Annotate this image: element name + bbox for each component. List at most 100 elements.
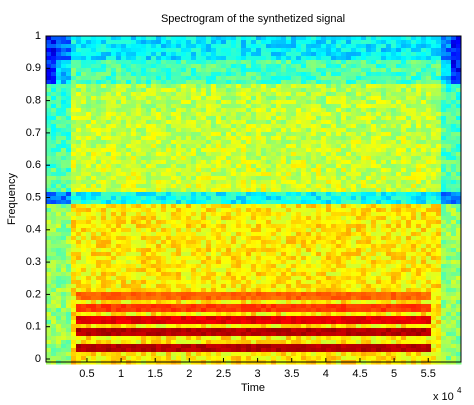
- spectrogram-cell: [321, 164, 327, 169]
- spectrogram-cell: [296, 184, 302, 189]
- spectrogram-cell: [51, 116, 57, 121]
- spectrogram-cell: [56, 44, 62, 49]
- spectrogram-cell: [446, 156, 452, 161]
- spectrogram-cell: [306, 172, 312, 177]
- spectrogram-cell: [171, 256, 177, 261]
- spectrogram-cell: [261, 80, 267, 85]
- spectrogram-cell: [441, 60, 447, 65]
- spectrogram-cell: [236, 68, 242, 73]
- spectrogram-cell: [186, 96, 192, 101]
- spectrogram-cell: [421, 260, 427, 265]
- spectrogram-cell: [291, 200, 297, 205]
- spectrogram-cell: [61, 168, 67, 173]
- spectrogram-cell: [281, 172, 287, 177]
- spectrogram-cell: [246, 120, 252, 125]
- spectrogram-cell: [71, 216, 77, 221]
- spectrogram-cell: [271, 216, 277, 221]
- spectrogram-cell: [456, 228, 462, 233]
- spectrogram-cell: [426, 252, 432, 257]
- spectrogram-cell: [56, 124, 62, 129]
- spectrogram-cell: [46, 52, 52, 57]
- spectrogram-cell: [226, 36, 232, 41]
- spectrogram-cell: [261, 228, 267, 233]
- spectrogram-cell: [76, 156, 82, 161]
- spectrogram-cell: [266, 104, 272, 109]
- spectrogram-cell: [231, 184, 237, 189]
- spectrogram-cell: [336, 268, 342, 273]
- spectrogram-cell: [451, 116, 457, 121]
- spectrogram-cell: [366, 224, 372, 229]
- spectrogram-cell: [306, 168, 312, 173]
- spectrogram-cell: [271, 100, 277, 105]
- spectrogram-cell: [356, 204, 362, 209]
- spectrogram-cell: [421, 168, 427, 173]
- spectrogram-cell: [251, 180, 257, 185]
- spectrogram-cell: [386, 228, 392, 233]
- spectrogram-cell: [241, 244, 247, 249]
- spectrogram-cell: [76, 224, 82, 229]
- spectrogram-cell: [456, 124, 462, 129]
- spectrogram-cell: [61, 124, 67, 129]
- spectrogram-cell: [376, 212, 382, 217]
- spectrogram-cell: [316, 124, 322, 129]
- spectrogram-cell: [156, 220, 162, 225]
- spectrogram-cell: [156, 136, 162, 141]
- spectrogram-cell: [216, 60, 222, 65]
- spectrogram-cell: [166, 168, 172, 173]
- spectrogram-cell: [281, 76, 287, 81]
- spectrogram-cell: [81, 96, 87, 101]
- spectrogram-cell: [356, 168, 362, 173]
- spectrogram-cell: [316, 100, 322, 105]
- spectrogram-cell: [401, 160, 407, 165]
- spectrogram-cell: [271, 80, 277, 85]
- spectrogram-cell: [396, 248, 402, 253]
- spectrogram-cell: [271, 72, 277, 77]
- spectrogram-cell: [161, 200, 167, 205]
- spectrogram-cell: [256, 220, 262, 225]
- spectrogram-cell: [436, 252, 442, 257]
- spectrogram-cell: [341, 252, 347, 257]
- spectrogram-cell: [361, 152, 367, 157]
- spectrogram-cell: [251, 260, 257, 265]
- spectrogram-cell: [376, 144, 382, 149]
- spectrogram-cell: [366, 76, 372, 81]
- spectrogram-cell: [206, 136, 212, 141]
- spectrogram-cell: [301, 136, 307, 141]
- spectrogram-cell: [446, 172, 452, 177]
- spectrogram-cell: [266, 196, 272, 201]
- spectrogram-cell: [101, 68, 107, 73]
- spectrogram-cell: [71, 228, 77, 233]
- spectrogram-cell: [371, 268, 377, 273]
- spectrogram-cell: [451, 132, 457, 137]
- spectrogram-cell: [236, 100, 242, 105]
- spectrogram-cell: [266, 80, 272, 85]
- spectrogram-cell: [161, 228, 167, 233]
- spectrogram-cell: [56, 260, 62, 265]
- spectrogram-cell: [386, 216, 392, 221]
- spectrogram-cell: [121, 172, 127, 177]
- spectrogram-cell: [391, 144, 397, 149]
- spectrogram-cell: [156, 244, 162, 249]
- spectrogram-cell: [131, 224, 137, 229]
- spectrogram-cell: [421, 88, 427, 93]
- spectrogram-cell: [406, 148, 412, 153]
- spectrogram-cell: [426, 68, 432, 73]
- spectrogram-cell: [386, 96, 392, 101]
- spectrogram-cell: [411, 84, 417, 89]
- spectrogram-cell: [206, 56, 212, 61]
- spectrogram-cell: [401, 148, 407, 153]
- spectrogram-cell: [286, 264, 292, 269]
- spectrogram-cell: [136, 36, 142, 41]
- spectrogram-cell: [131, 156, 137, 161]
- spectrogram-cell: [346, 248, 352, 253]
- spectrogram-cell: [51, 196, 57, 201]
- spectrogram-cell: [166, 180, 172, 185]
- spectrogram-cell: [356, 124, 362, 129]
- spectrogram-cell: [371, 104, 377, 109]
- spectrogram-cell: [306, 36, 312, 41]
- spectrogram-cell: [406, 196, 412, 201]
- spectrogram-cell: [281, 184, 287, 189]
- spectrogram-cell: [146, 156, 152, 161]
- spectrogram-cell: [366, 84, 372, 89]
- spectrogram-cell: [221, 272, 227, 277]
